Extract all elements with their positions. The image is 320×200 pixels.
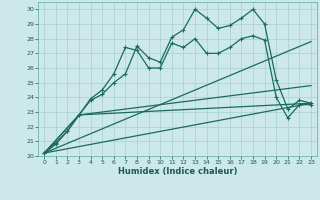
X-axis label: Humidex (Indice chaleur): Humidex (Indice chaleur) [118,167,237,176]
